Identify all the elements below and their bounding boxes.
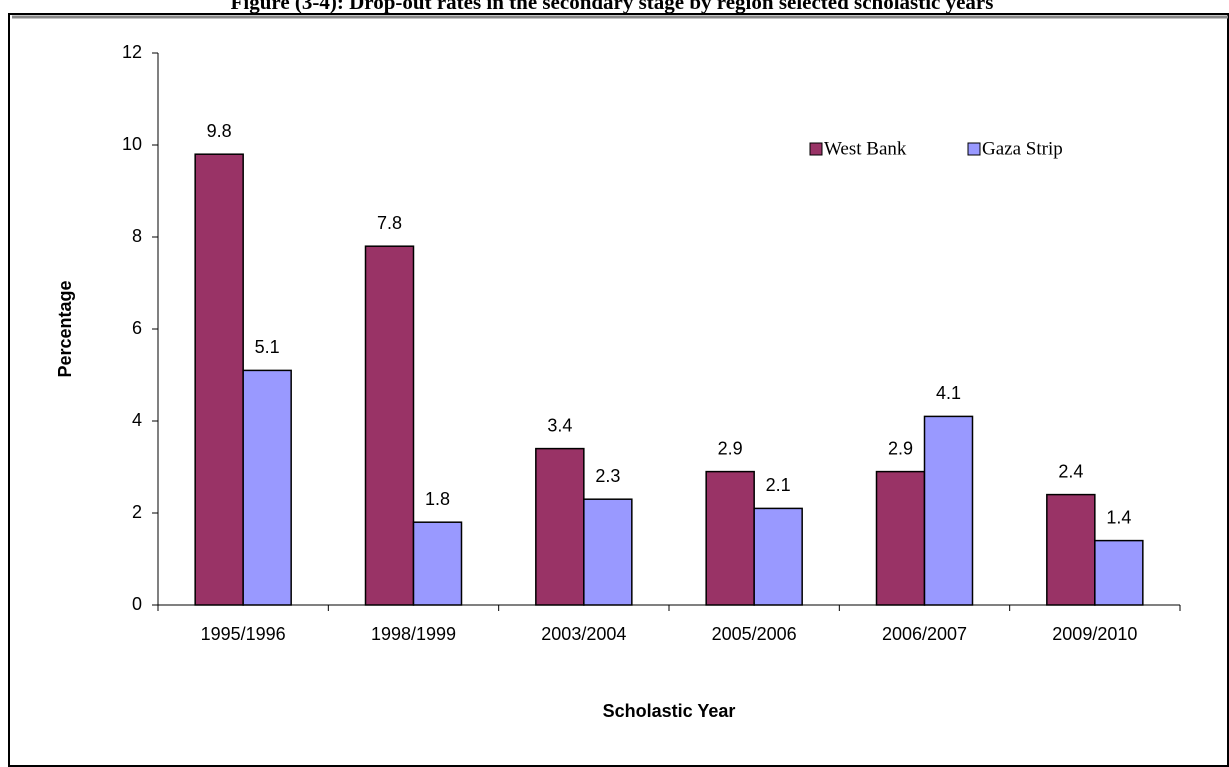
x-tick-label: 2006/2007 xyxy=(882,624,967,644)
x-tick-label: 2003/2004 xyxy=(541,624,626,644)
data-label: 2.4 xyxy=(1058,461,1083,481)
data-label: 2.3 xyxy=(595,466,620,486)
data-label: 1.8 xyxy=(425,489,450,509)
legend-label: West Bank xyxy=(824,138,907,159)
bar xyxy=(753,507,803,606)
legend-swatch xyxy=(967,142,981,156)
bar xyxy=(242,369,292,606)
chart-title: Figure (3-4): Drop-out rates in the seco… xyxy=(231,0,994,14)
data-label: 4.1 xyxy=(936,383,961,403)
data-label: 2.1 xyxy=(766,475,791,495)
bar xyxy=(412,521,463,606)
bar xyxy=(705,470,755,606)
x-tick-label: 1995/1996 xyxy=(201,624,286,644)
chart-frame xyxy=(8,13,1229,767)
data-label: 5.1 xyxy=(255,337,280,357)
y-tick-label: 2 xyxy=(132,502,142,522)
bar xyxy=(194,153,244,606)
data-label: 2.9 xyxy=(888,438,913,458)
legend-swatch xyxy=(809,142,823,156)
bar xyxy=(1094,539,1144,606)
bar xyxy=(364,245,415,606)
x-tick-label: 1998/1999 xyxy=(371,624,456,644)
data-label: 1.4 xyxy=(1106,507,1131,527)
x-axis-label: Scholastic Year xyxy=(603,701,736,721)
y-tick-label: 0 xyxy=(132,594,142,614)
y-tick-label: 4 xyxy=(132,410,142,430)
bar xyxy=(535,447,585,606)
bar xyxy=(1046,493,1096,606)
y-axis-label: Percentage xyxy=(55,280,75,377)
bar xyxy=(875,470,926,606)
y-tick-label: 8 xyxy=(132,226,142,246)
data-label: 2.9 xyxy=(718,438,743,458)
bar xyxy=(923,415,974,606)
x-tick-label: 2009/2010 xyxy=(1052,624,1137,644)
legend-label: Gaza Strip xyxy=(982,138,1063,159)
data-label: 9.8 xyxy=(207,121,232,141)
bar xyxy=(583,498,633,606)
y-tick-label: 12 xyxy=(122,42,142,62)
y-tick-label: 6 xyxy=(132,318,142,338)
y-tick-label: 10 xyxy=(122,134,142,154)
data-label: 3.4 xyxy=(547,415,572,435)
x-tick-label: 2005/2006 xyxy=(712,624,797,644)
data-label: 7.8 xyxy=(377,213,402,233)
